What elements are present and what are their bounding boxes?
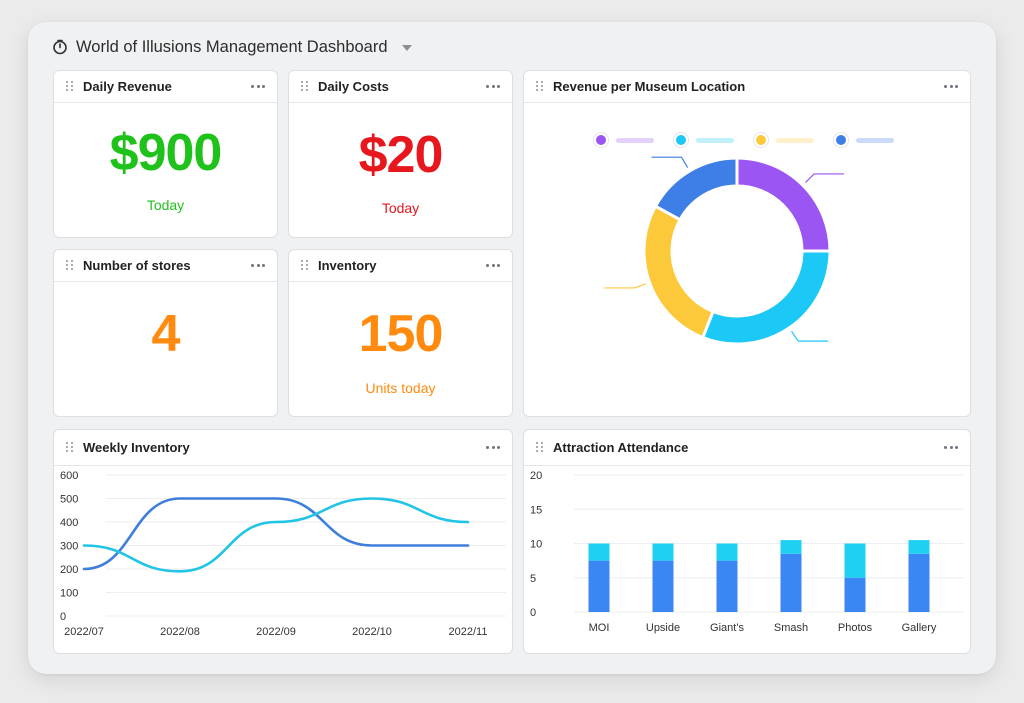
bar-segment[interactable] (780, 553, 802, 612)
more-options-icon[interactable] (484, 81, 502, 92)
y-tick-label: 300 (60, 541, 78, 553)
bar-segment[interactable] (908, 553, 930, 612)
more-options-icon[interactable] (249, 81, 267, 92)
x-tick-label: Photos (838, 622, 873, 634)
drag-handle-icon[interactable] (66, 81, 73, 92)
slice-leader-line (604, 283, 646, 289)
daily-revenue-value: $900 (109, 124, 223, 182)
daily-revenue-card: Daily Revenue $900 Today (53, 70, 278, 238)
bar-segment[interactable] (588, 543, 610, 561)
x-tick-label: 2022/08 (160, 626, 200, 638)
y-tick-label: 20 (530, 470, 542, 482)
y-tick-label: 600 (60, 470, 78, 482)
card-title: Number of stores (83, 258, 191, 273)
series-line[interactable] (82, 497, 470, 571)
bar-segment[interactable] (844, 543, 866, 578)
y-tick-label: 0 (60, 611, 66, 623)
drag-handle-icon[interactable] (536, 81, 543, 92)
timer-icon (53, 39, 67, 55)
y-tick-label: 500 (60, 494, 78, 506)
bar-segment[interactable] (588, 560, 610, 612)
slice-leader-line (805, 173, 845, 183)
series-line[interactable] (82, 497, 470, 573)
x-tick-label: 2022/11 (449, 626, 488, 638)
donut-chart (604, 156, 845, 346)
inventory-subtitle: Units today (365, 380, 436, 396)
y-tick-label: 100 (60, 588, 78, 600)
x-tick-label: Upside (646, 622, 680, 634)
donut-slice[interactable] (653, 156, 739, 222)
inventory-value: 150 (358, 305, 444, 363)
dashboard-window: World of Illusions Management Dashboard … (28, 22, 996, 674)
bar-segment[interactable] (780, 540, 802, 554)
bar-segment[interactable] (652, 560, 674, 612)
bar-segment[interactable] (908, 540, 930, 554)
y-tick-label: 10 (530, 539, 542, 551)
drag-handle-icon[interactable] (536, 442, 543, 453)
donut-slice[interactable] (642, 204, 716, 340)
weekly-inventory-card: Weekly Inventory 0 100 200 300 400 500 600 2022… (53, 429, 513, 654)
daily-costs-subtitle: Today (381, 200, 420, 216)
bar-segment[interactable] (716, 543, 738, 561)
card-title: Attraction Attendance (553, 440, 689, 455)
card-title: Daily Revenue (83, 79, 172, 94)
bar-chart: 0 5 10 15 20 MOI Upside Giant's Smash Photos Galle… (530, 470, 964, 634)
daily-revenue-subtitle: Today (146, 197, 185, 213)
legend-item[interactable] (674, 133, 734, 147)
inventory-card: Inventory 150 Units today (288, 249, 513, 417)
donut-slice[interactable] (700, 249, 832, 346)
x-tick-label: 2022/09 (256, 626, 296, 638)
legend-item[interactable] (754, 133, 814, 147)
drag-handle-icon[interactable] (301, 260, 308, 271)
more-options-icon[interactable] (942, 81, 960, 92)
more-options-icon[interactable] (484, 260, 502, 271)
x-tick-label: Giant's (710, 622, 744, 634)
more-options-icon[interactable] (484, 442, 502, 453)
dashboard-title: World of Illusions Management Dashboard (76, 37, 388, 56)
y-tick-label: 0 (530, 607, 536, 619)
x-tick-label: 2022/10 (352, 626, 392, 638)
card-title: Weekly Inventory (83, 440, 190, 455)
daily-costs-value: $20 (358, 126, 444, 184)
bar-segment[interactable] (716, 560, 738, 612)
dashboard-header[interactable]: World of Illusions Management Dashboard (52, 36, 412, 58)
card-title: Inventory (318, 258, 377, 273)
x-tick-label: 2022/07 (64, 626, 104, 638)
line-chart: 0 100 200 300 400 500 600 2022/07 2022/08 2022/09… (60, 470, 506, 638)
bar-segment[interactable] (652, 543, 674, 561)
daily-costs-card: Daily Costs $20 Today (288, 70, 513, 238)
x-tick-label: Gallery (902, 622, 937, 634)
x-tick-label: MOI (589, 622, 610, 634)
y-tick-label: 15 (530, 504, 542, 516)
more-options-icon[interactable] (942, 442, 960, 453)
slice-leader-line (651, 156, 689, 168)
y-tick-label: 400 (60, 517, 78, 529)
more-options-icon[interactable] (249, 260, 267, 271)
stores-card: Number of stores 4 (53, 249, 278, 417)
legend-item[interactable] (594, 133, 654, 147)
drag-handle-icon[interactable] (301, 81, 308, 92)
chart-legend (594, 133, 894, 147)
card-title: Daily Costs (318, 79, 389, 94)
donut-slice[interactable] (735, 156, 832, 253)
stores-value: 4 (151, 305, 181, 363)
bar-segment[interactable] (844, 577, 866, 612)
card-title: Revenue per Museum Location (553, 79, 746, 94)
y-tick-label: 200 (60, 564, 78, 576)
drag-handle-icon[interactable] (66, 260, 73, 271)
x-tick-label: Smash (774, 622, 808, 634)
drag-handle-icon[interactable] (66, 442, 73, 453)
slice-leader-line (791, 330, 829, 342)
y-tick-label: 5 (530, 573, 536, 585)
chevron-down-icon[interactable] (401, 45, 412, 51)
attendance-card: Attraction Attendance 0 5 10 15 20 MOI Upside G… (523, 429, 971, 654)
legend-item[interactable] (834, 133, 894, 147)
revenue-location-card: Revenue per Museum Location (523, 70, 971, 417)
